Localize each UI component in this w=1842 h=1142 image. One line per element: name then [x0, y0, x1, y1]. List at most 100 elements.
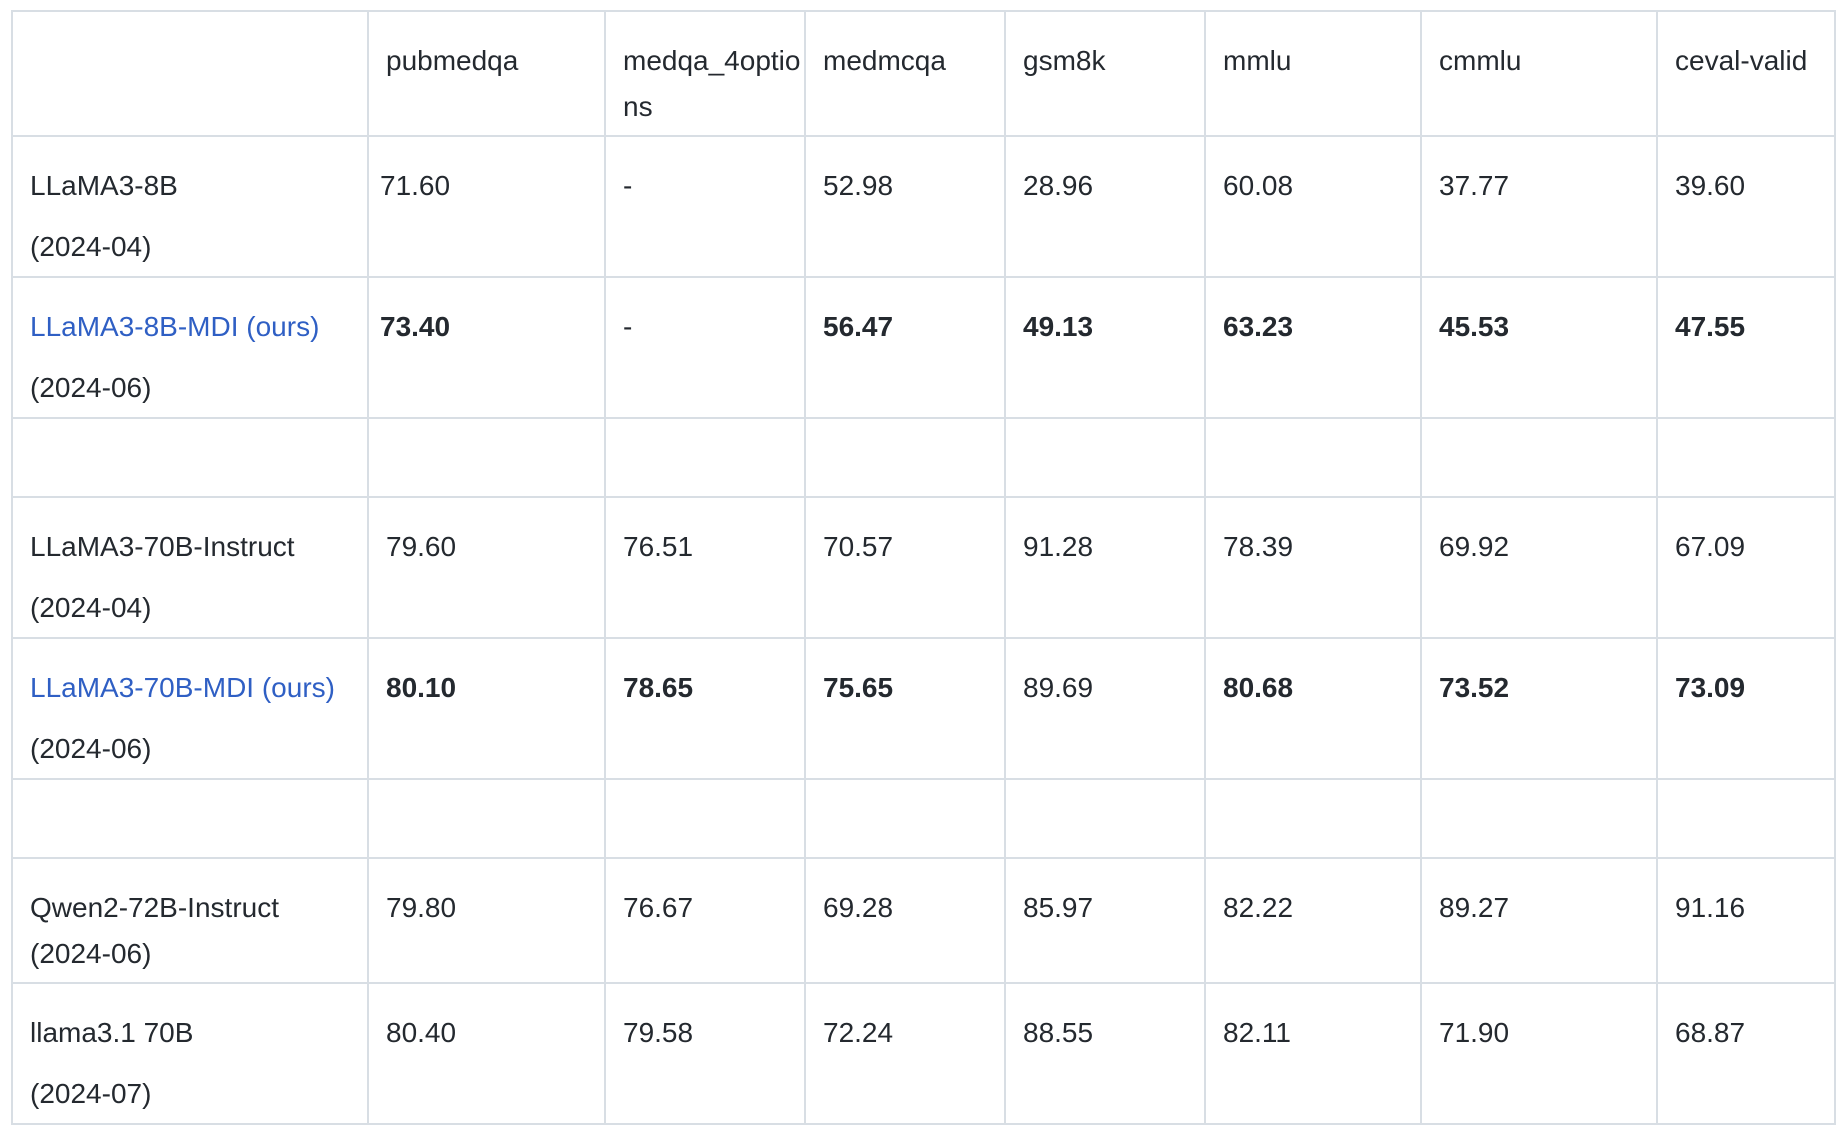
- score-value: 78.39: [1223, 531, 1294, 562]
- empty-cell: [604, 417, 806, 498]
- score-value: 63.23: [1223, 311, 1294, 342]
- ceval-valid-score-cell: 68.87: [1656, 982, 1836, 1125]
- score-value: 39.60: [1675, 170, 1746, 201]
- score-value: 75.65: [823, 672, 894, 703]
- pubmedqa-score-cell: 79.60: [367, 496, 606, 639]
- header-label: mmlu: [1223, 45, 1292, 76]
- cmmlu-score-cell: 69.92: [1420, 496, 1658, 639]
- pubmedqa-score-cell: 71.60: [367, 135, 606, 278]
- score-value: 28.96: [1023, 170, 1094, 201]
- pubmedqa-score-cell: 73.40: [367, 276, 606, 419]
- medmcqa-score-cell: 56.47: [804, 276, 1006, 419]
- medmcqa-score-cell: 70.57: [804, 496, 1006, 639]
- score-value: 47.55: [1675, 311, 1746, 342]
- mmlu-score-cell: 80.68: [1204, 637, 1422, 780]
- header-label: medqa_4options: [623, 45, 801, 122]
- table-row: llama3.1 70B (2024-07) 80.40 79.58 72.24 88.5…: [11, 982, 1836, 1125]
- score-value: 52.98: [823, 170, 894, 201]
- gsm8k-score-cell: 85.97: [1004, 857, 1206, 984]
- empty-cell: [1420, 417, 1658, 498]
- ceval-valid-score-cell: 39.60: [1656, 135, 1836, 278]
- score-value: -: [623, 170, 633, 201]
- score-value: 80.40: [386, 1017, 457, 1048]
- score-value: 91.28: [1023, 531, 1094, 562]
- empty-cell: [1420, 778, 1658, 859]
- empty-cell: [1204, 417, 1422, 498]
- gsm8k-score-cell: 91.28: [1004, 496, 1206, 639]
- score-value: 76.67: [623, 892, 694, 923]
- model-name: LLaMA3-8B: [30, 170, 178, 201]
- empty-cell: [804, 417, 1006, 498]
- table-row: LLaMA3-70B-MDI (ours) (2024-06) 80.10 78.65…: [11, 637, 1836, 780]
- gsm8k-score-cell: 89.69: [1004, 637, 1206, 780]
- score-value: 73.09: [1675, 672, 1746, 703]
- score-value: 78.65: [623, 672, 694, 703]
- results-table-container: pubmedqa medqa_4options medmcqa gsm8k mmlu cm…: [11, 10, 1836, 1125]
- score-value: 67.09: [1675, 531, 1746, 562]
- mmlu-score-cell: 82.22: [1204, 857, 1422, 984]
- model-cell: LLaMA3-70B-Instruct (2024-04): [11, 496, 369, 639]
- gsm8k-score-cell: 28.96: [1004, 135, 1206, 278]
- empty-cell: [367, 778, 606, 859]
- table-row: LLaMA3-8B-MDI (ours) (2024-06) 73.40 - 56.47…: [11, 276, 1836, 419]
- header-label: cmmlu: [1439, 45, 1522, 76]
- header-label: medmcqa: [823, 45, 946, 76]
- empty-cell: [11, 778, 369, 859]
- model-cell: LLaMA3-8B (2024-04): [11, 135, 369, 278]
- pubmedqa-header: pubmedqa: [367, 10, 606, 137]
- model-cell: LLaMA3-70B-MDI (ours) (2024-06): [11, 637, 369, 780]
- cmmlu-score-cell: 37.77: [1420, 135, 1658, 278]
- score-value: 88.55: [1023, 1017, 1094, 1048]
- score-value: 68.87: [1675, 1017, 1746, 1048]
- score-value: -: [623, 311, 633, 342]
- score-value: 56.47: [823, 311, 894, 342]
- score-value: 73.52: [1439, 672, 1510, 703]
- score-value: 60.08: [1223, 170, 1294, 201]
- medmcqa-header: medmcqa: [804, 10, 1006, 137]
- model-name: Qwen2-72B-Instruct: [30, 892, 279, 923]
- score-value: 69.28: [823, 892, 894, 923]
- header-label: gsm8k: [1023, 45, 1106, 76]
- score-value: 79.60: [386, 531, 457, 562]
- header-label: ceval-valid: [1675, 45, 1808, 76]
- model-name-link[interactable]: LLaMA3-70B-MDI (ours): [30, 672, 335, 703]
- ceval-valid-header: ceval-valid: [1656, 10, 1836, 137]
- table-row: LLaMA3-70B-Instruct (2024-04) 79.60 76.51 70…: [11, 496, 1836, 639]
- model-cell: llama3.1 70B (2024-07): [11, 982, 369, 1125]
- score-value: 82.22: [1223, 892, 1294, 923]
- pubmedqa-score-cell: 80.40: [367, 982, 606, 1125]
- gsm8k-header: gsm8k: [1004, 10, 1206, 137]
- medmcqa-score-cell: 69.28: [804, 857, 1006, 984]
- score-value: 72.24: [823, 1017, 894, 1048]
- score-value: 73.40: [380, 311, 451, 342]
- medqa-4options-score-cell: 79.58: [604, 982, 806, 1125]
- empty-cell: [1004, 417, 1206, 498]
- header-label: pubmedqa: [386, 45, 519, 76]
- model-release-date: (2024-04): [30, 592, 152, 623]
- model-name-link[interactable]: LLaMA3-8B-MDI (ours): [30, 311, 320, 342]
- medqa-4options-score-cell: 76.51: [604, 496, 806, 639]
- table-row: LLaMA3-8B (2024-04) 71.60 - 52.98 28.96 60.08 3…: [11, 135, 1836, 278]
- medqa-4options-score-cell: 78.65: [604, 637, 806, 780]
- medmcqa-score-cell: 72.24: [804, 982, 1006, 1125]
- score-value: 71.90: [1439, 1017, 1510, 1048]
- cmmlu-score-cell: 73.52: [1420, 637, 1658, 780]
- medqa-4options-score-cell: -: [604, 135, 806, 278]
- mmlu-score-cell: 63.23: [1204, 276, 1422, 419]
- empty-cell: [11, 417, 369, 498]
- ceval-valid-score-cell: 91.16: [1656, 857, 1836, 984]
- medmcqa-score-cell: 75.65: [804, 637, 1006, 780]
- model-header: [11, 10, 369, 137]
- model-release-date: (2024-04): [30, 231, 152, 262]
- cmmlu-header: cmmlu: [1420, 10, 1658, 137]
- header-label: [14, 13, 366, 38]
- score-value: 70.57: [823, 531, 894, 562]
- medmcqa-score-cell: 52.98: [804, 135, 1006, 278]
- score-value: 82.11: [1223, 1017, 1291, 1048]
- model-name: llama3.1 70B: [30, 1017, 194, 1048]
- mmlu-score-cell: 82.11: [1204, 982, 1422, 1125]
- mmlu-score-cell: 78.39: [1204, 496, 1422, 639]
- spacer-row: [11, 417, 1836, 498]
- score-value: 80.68: [1223, 672, 1294, 703]
- empty-cell: [367, 417, 606, 498]
